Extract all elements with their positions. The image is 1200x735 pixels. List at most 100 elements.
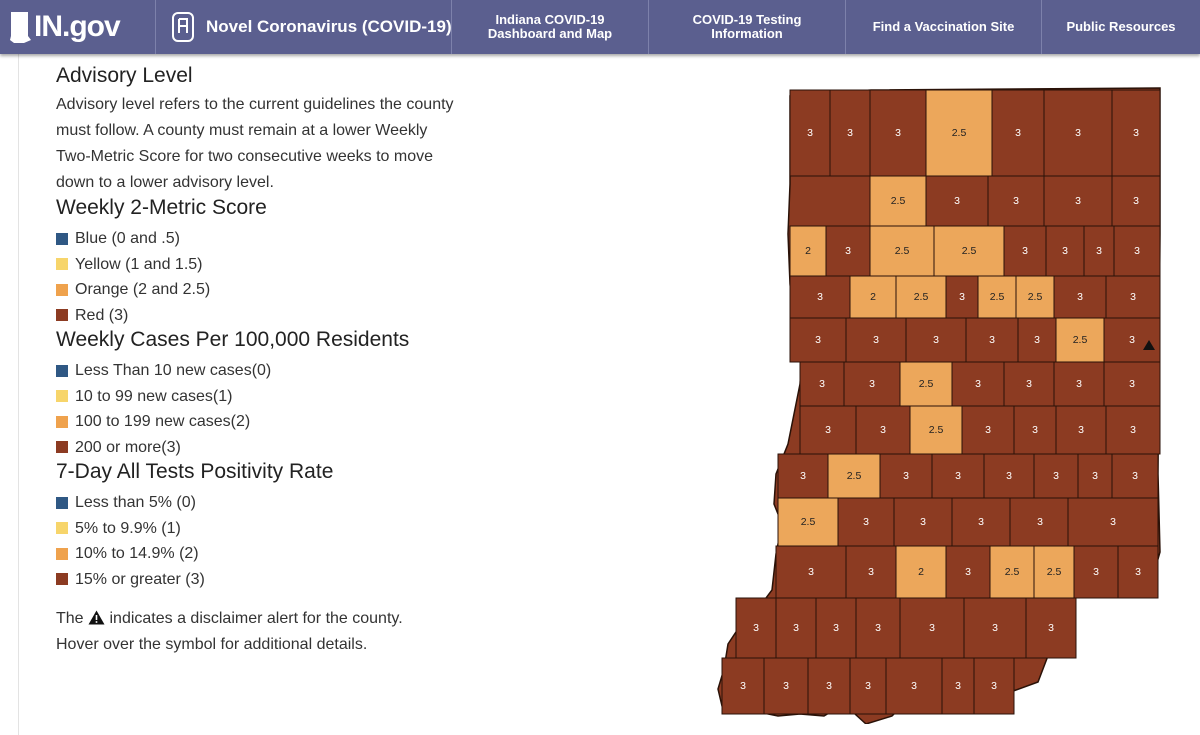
county-region[interactable] [849,275,897,319]
county-score-label: 2.5 [962,245,977,257]
county-score-label: 3 [847,127,853,139]
county-score-label: 3 [1133,127,1139,139]
nav-public-resources[interactable]: Public Resources [1041,0,1200,54]
county-region[interactable] [829,89,871,177]
site-home-link[interactable]: Novel Coronavirus (COVID-19) [155,0,452,54]
swatch-red [56,309,68,322]
county-region[interactable] [1045,225,1085,277]
swatch-blue [56,364,68,377]
advisory-level-heading: Advisory Level [56,64,193,87]
county-region[interactable] [855,405,911,455]
county-score-label: 2 [870,291,876,303]
county-region[interactable] [945,275,979,319]
county-score-label: 3 [1130,424,1136,436]
county-region[interactable] [933,225,1005,277]
county-region[interactable] [869,225,935,277]
county-region[interactable] [925,89,993,177]
county-region[interactable] [1009,497,1071,547]
county-score-label: 2 [918,566,924,578]
county-region[interactable] [1055,405,1107,455]
county-score-label: 2.5 [914,291,929,303]
county-region[interactable] [799,405,857,455]
county-region[interactable] [777,453,829,499]
county-region[interactable] [825,225,871,277]
county-score-label: 3 [1096,245,1102,257]
county-region[interactable] [951,497,1011,547]
county-region[interactable] [1043,89,1113,177]
county-score-label: 3 [1129,334,1135,346]
swatch-orange [56,415,68,428]
county-region[interactable] [845,545,897,599]
county-score-label: 3 [959,291,965,303]
county-score-label: 2.5 [1073,334,1088,346]
county-region[interactable] [989,545,1035,599]
swatch-yellow [56,522,68,535]
county-score-label: 2.5 [990,291,1005,303]
warning-icon[interactable] [1143,340,1155,350]
county-region[interactable] [1025,597,1077,659]
county-region[interactable] [849,657,887,715]
county-score-label: 3 [1015,127,1021,139]
county-region[interactable] [1067,497,1159,547]
county-score-label: 2.5 [801,516,816,528]
county-region[interactable] [1073,545,1119,599]
nav-dashboard-map[interactable]: Indiana COVID-19 Dashboard and Map [451,0,648,54]
county-region[interactable] [1055,317,1105,363]
county-region[interactable] [1111,453,1159,499]
county-region[interactable] [763,657,809,715]
swatch-red [56,573,68,586]
county-region[interactable] [1103,317,1161,363]
site-title: Novel Coronavirus (COVID-19) [206,17,452,36]
county-region[interactable] [961,405,1015,455]
county-region[interactable] [945,545,991,599]
county-region[interactable] [893,497,953,547]
county-region[interactable] [1033,545,1075,599]
county-score-label: 3 [869,378,875,390]
legend-item-label: Blue (0 and .5) [75,230,180,247]
county-region[interactable] [1117,545,1159,599]
county-score-label: 3 [817,291,823,303]
county-score-label: 3 [1110,516,1116,528]
county-score-label: 3 [903,470,909,482]
county-region[interactable] [721,657,765,715]
county-region[interactable] [1077,453,1113,499]
county-region[interactable] [1111,175,1161,227]
county-region[interactable] [941,657,975,715]
county-region[interactable] [869,89,927,177]
county-region[interactable] [735,597,777,659]
county-region[interactable] [1105,275,1161,319]
county-score-label: 3 [753,622,759,634]
weekly-cases-list: Less Than 10 new cases(0) 10 to 99 new c… [56,358,476,460]
county-region[interactable] [885,657,943,715]
county-score-label: 2.5 [847,470,862,482]
county-region[interactable] [837,497,895,547]
county-region[interactable] [895,545,947,599]
county-region[interactable] [1113,225,1161,277]
county-region[interactable] [789,89,831,177]
nav-testing-info[interactable]: COVID-19 Testing Information [648,0,845,54]
ingov-logo[interactable]: IN.gov [0,0,155,54]
county-region[interactable] [1111,89,1161,177]
county-region[interactable] [1003,225,1047,277]
county-region[interactable] [1017,317,1057,363]
swatch-red [56,441,68,454]
nav-label: Dashboard and Map [487,26,613,41]
county-region[interactable] [1003,361,1055,407]
nav-find-vaccination-site[interactable]: Find a Vaccination Site [845,0,1041,54]
county-region[interactable] [991,89,1045,177]
county-score-label: 3 [955,680,961,692]
county-score-label: 3 [808,566,814,578]
county-score-label: 3 [1134,245,1140,257]
county-region[interactable] [843,361,901,407]
county-region[interactable] [899,361,953,407]
legend-item-label: 200 or more(3) [75,438,181,456]
legend-item-label: Less Than 10 new cases(0) [75,362,272,379]
county-region[interactable] [789,317,847,363]
county-region[interactable] [931,453,985,499]
county-region[interactable] [1103,361,1161,407]
county-region[interactable] [973,657,1015,715]
county-region[interactable] [983,453,1035,499]
county-region[interactable] [855,597,901,659]
county-region[interactable] [905,317,967,363]
county-score-label: 3 [911,680,917,692]
